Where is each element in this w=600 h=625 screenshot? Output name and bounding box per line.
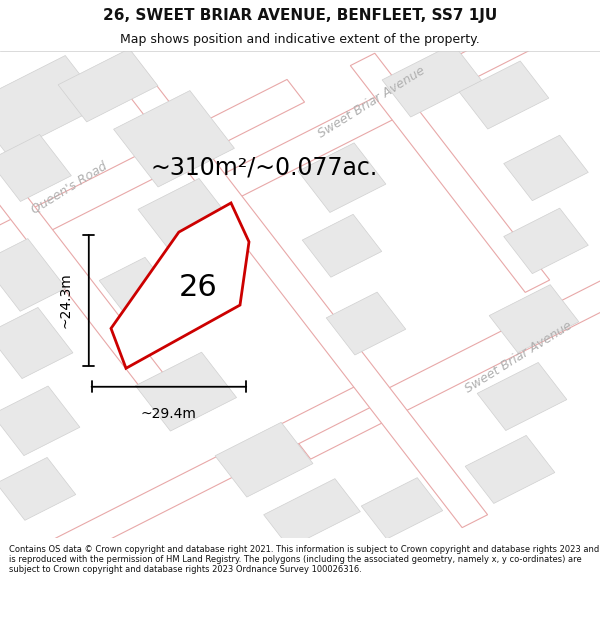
Polygon shape	[302, 214, 382, 278]
Polygon shape	[477, 362, 567, 431]
Text: 26: 26	[179, 272, 217, 302]
Polygon shape	[504, 135, 588, 201]
Polygon shape	[211, 26, 533, 203]
Polygon shape	[0, 95, 172, 396]
Text: Sweet Briar Avenue: Sweet Briar Avenue	[316, 64, 428, 141]
Polygon shape	[215, 422, 313, 497]
Polygon shape	[136, 352, 236, 431]
Polygon shape	[138, 178, 234, 255]
Polygon shape	[0, 458, 76, 521]
Polygon shape	[0, 56, 103, 154]
Text: 26, SWEET BRIAR AVENUE, BENFLEET, SS7 1JU: 26, SWEET BRIAR AVENUE, BENFLEET, SS7 1J…	[103, 8, 497, 23]
Polygon shape	[0, 308, 73, 379]
Text: ~29.4m: ~29.4m	[141, 406, 197, 421]
Polygon shape	[263, 479, 361, 548]
Polygon shape	[58, 49, 158, 122]
Polygon shape	[111, 203, 249, 368]
Polygon shape	[0, 239, 66, 311]
Polygon shape	[0, 386, 80, 456]
Polygon shape	[326, 292, 406, 355]
Polygon shape	[112, 61, 488, 528]
Polygon shape	[350, 53, 550, 292]
Text: Sweet Briar Avenue: Sweet Briar Avenue	[463, 319, 575, 396]
Text: Map shows position and indicative extent of the property.: Map shows position and indicative extent…	[120, 34, 480, 46]
Polygon shape	[99, 258, 177, 322]
Polygon shape	[0, 79, 305, 296]
Text: ~310m²/~0.077ac.: ~310m²/~0.077ac.	[151, 156, 377, 180]
Polygon shape	[489, 284, 579, 352]
Polygon shape	[49, 387, 371, 562]
Polygon shape	[298, 143, 386, 212]
Polygon shape	[459, 61, 549, 129]
Polygon shape	[382, 44, 482, 117]
Text: ~24.3m: ~24.3m	[59, 272, 73, 328]
Polygon shape	[504, 208, 588, 274]
Text: Contains OS data © Crown copyright and database right 2021. This information is : Contains OS data © Crown copyright and d…	[9, 544, 599, 574]
Text: Queen's Road: Queen's Road	[29, 159, 109, 216]
Polygon shape	[113, 91, 235, 187]
Polygon shape	[465, 436, 555, 504]
Polygon shape	[0, 134, 71, 201]
Polygon shape	[361, 478, 443, 539]
Polygon shape	[293, 256, 600, 459]
